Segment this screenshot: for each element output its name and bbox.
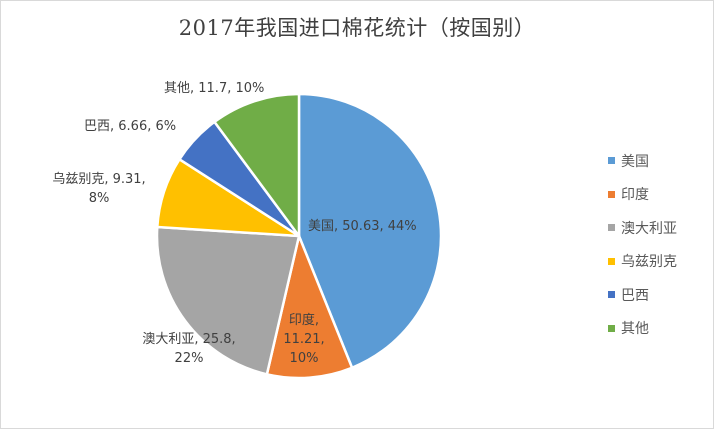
data-label-india: 印度, 11.21, 10%: [283, 313, 325, 366]
data-label-usa: 美国, 50.63, 44%: [308, 219, 417, 234]
legend-item-australia: 澳大利亚: [608, 211, 677, 245]
legend-swatch-icon: [608, 190, 615, 198]
data-label-brazil: 巴西, 6.66, 6%: [84, 119, 177, 134]
legend-swatch-icon: [608, 157, 615, 165]
chart-title: 2017年我国进口棉花统计（按国别）: [178, 16, 536, 40]
data-label-australia: 澳大利亚, 25.8, 22%: [142, 332, 236, 366]
legend-item-other: 其他: [608, 312, 677, 346]
legend-swatch-icon: [608, 324, 615, 332]
legend-swatch-icon: [608, 224, 615, 232]
pie-slice-usa: [297, 92, 443, 369]
pie-slice-australia: [155, 225, 301, 376]
legend-swatch-icon: [608, 291, 615, 299]
legend-item-uzbekistan: 乌兹别克: [608, 245, 677, 279]
data-label-uzbekistan: 乌兹别克, 9.31, 8%: [52, 172, 146, 206]
legend-swatch-icon: [608, 257, 615, 265]
legend-item-india: 印度: [608, 178, 677, 212]
legend-item-usa: 美国: [608, 144, 677, 178]
data-label-other: 其他, 11.7, 10%: [164, 81, 265, 96]
pie-slice-india: [265, 234, 354, 380]
legend-item-brazil: 巴西: [608, 278, 677, 312]
pie-slice-other: [213, 92, 301, 238]
legend: 美国 印度 澳大利亚 乌兹别克 巴西 其他: [608, 144, 677, 345]
